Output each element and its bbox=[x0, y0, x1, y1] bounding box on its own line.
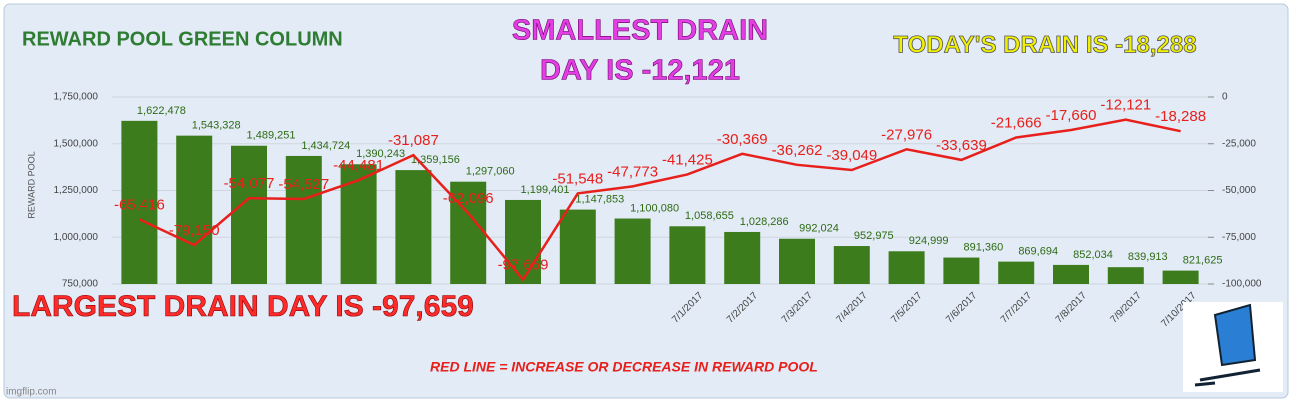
note: RED LINE = INCREASE OR DECREASE IN REWAR… bbox=[430, 359, 818, 375]
line bbox=[138, 118, 1181, 282]
bar-label: 839,913 bbox=[1128, 251, 1168, 263]
line-label: -97,659 bbox=[498, 257, 549, 274]
line-label: -79,150 bbox=[169, 222, 220, 239]
bar bbox=[724, 231, 761, 284]
y2-tick-label: -100,000 bbox=[1222, 279, 1262, 290]
line-label: -21,666 bbox=[991, 114, 1042, 131]
bar bbox=[1053, 264, 1089, 284]
y-tick-label: 1,500,000 bbox=[54, 138, 99, 149]
bar-label: 1,390,243 bbox=[356, 148, 405, 160]
bar bbox=[395, 170, 432, 284]
bar-label: 891,360 bbox=[964, 241, 1004, 253]
bar-label: 1,434,724 bbox=[301, 140, 350, 152]
line-label: -17,660 bbox=[1046, 107, 1097, 124]
bar bbox=[340, 164, 377, 284]
panel bbox=[3, 3, 1289, 399]
line-label: -31,087 bbox=[388, 132, 439, 149]
annotation: TODAY'S DRAIN IS -18,288 bbox=[893, 31, 1196, 58]
bar-label: 1,199,401 bbox=[521, 184, 570, 196]
y-axis-label: REWARD POOL bbox=[26, 151, 36, 218]
bar bbox=[176, 135, 213, 284]
y2-tick-label: -25,000 bbox=[1222, 138, 1256, 149]
line-label: -44,481 bbox=[333, 157, 384, 174]
line-label: -54,077 bbox=[224, 175, 275, 192]
y-tick-label: 1,750,000 bbox=[54, 92, 99, 103]
y2-tick-label: -50,000 bbox=[1222, 185, 1256, 196]
chart-title: REWARD POOL GREEN COLUMN bbox=[22, 28, 343, 50]
annotation: LARGEST DRAIN DAY IS -97,659 bbox=[12, 290, 474, 323]
bar bbox=[505, 199, 541, 284]
line-label: -39,049 bbox=[826, 147, 877, 164]
line-label: -27,976 bbox=[881, 126, 932, 143]
line-label: -54,527 bbox=[278, 176, 329, 193]
line-label: -12,121 bbox=[1100, 97, 1151, 114]
line-label: -18,288 bbox=[1155, 108, 1206, 125]
line-label: -41,425 bbox=[662, 151, 713, 168]
bar-label: 1,028,286 bbox=[740, 216, 789, 228]
bar bbox=[669, 226, 706, 284]
line-label: -36,262 bbox=[772, 142, 823, 159]
bar bbox=[998, 261, 1035, 284]
bar bbox=[121, 120, 158, 284]
line-label: -51,548 bbox=[552, 170, 603, 187]
line-label: -33,639 bbox=[936, 137, 987, 154]
line-label: -47,773 bbox=[607, 163, 658, 180]
bar-label: 952,975 bbox=[854, 230, 894, 242]
y-tick-label: 750,000 bbox=[62, 279, 99, 290]
bar-label: 852,034 bbox=[1073, 249, 1113, 261]
bar-label: 1,100,080 bbox=[630, 202, 679, 214]
bar bbox=[833, 246, 870, 284]
bar bbox=[1162, 270, 1199, 284]
line-label: -30,369 bbox=[717, 131, 768, 148]
bar bbox=[231, 145, 267, 284]
annotation-line: DAY IS -12,121 bbox=[540, 55, 740, 87]
line-label: -65,416 bbox=[114, 196, 165, 213]
bar-label: 1,297,060 bbox=[466, 166, 515, 178]
bar-label: 1,543,328 bbox=[192, 120, 241, 132]
bar-label: 1,359,156 bbox=[411, 154, 460, 166]
watermark: imgflip.com bbox=[6, 387, 57, 398]
bar-label: 1,147,853 bbox=[575, 194, 624, 206]
bar bbox=[285, 155, 322, 284]
bar bbox=[1107, 267, 1144, 284]
annotation-line: SMALLEST DRAIN bbox=[512, 15, 768, 47]
y2-tick-label: 0 bbox=[1222, 92, 1228, 103]
bar-label: 992,024 bbox=[799, 223, 839, 235]
bar bbox=[943, 257, 980, 284]
bar-label: 869,694 bbox=[1018, 246, 1058, 258]
y2-tick-label: -75,000 bbox=[1222, 232, 1256, 243]
y-tick-label: 1,250,000 bbox=[54, 185, 99, 196]
bar-label: 1,622,478 bbox=[137, 105, 186, 117]
bar bbox=[614, 218, 651, 284]
bar bbox=[779, 238, 815, 284]
bar bbox=[888, 251, 925, 284]
bar bbox=[559, 209, 596, 284]
bar-label: 1,489,251 bbox=[247, 130, 296, 142]
line-label: -62,096 bbox=[443, 190, 494, 207]
bar-label: 1,058,655 bbox=[685, 210, 734, 222]
y-tick-label: 1,000,000 bbox=[54, 232, 99, 243]
bar-label: 821,625 bbox=[1183, 255, 1223, 267]
bar-label: 924,999 bbox=[909, 235, 949, 247]
icon bbox=[1183, 302, 1283, 392]
